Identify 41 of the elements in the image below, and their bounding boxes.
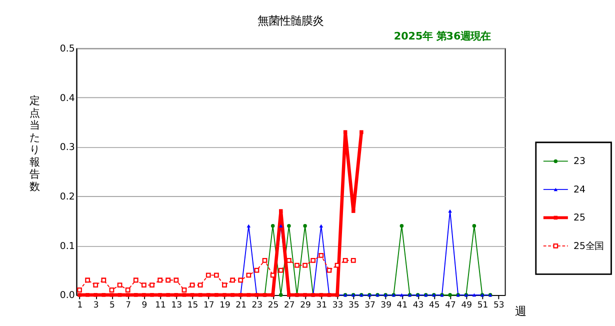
x-tick-label: 13 (171, 300, 182, 310)
x-tick-label: 53 (493, 300, 504, 310)
legend-label: 23 (574, 156, 586, 168)
y-tick-label: 0.5 (60, 43, 75, 54)
x-tick-label: 21 (236, 300, 246, 310)
x-tick-label: 45 (429, 300, 440, 310)
x-tick-label: 19 (220, 300, 230, 310)
x-tick-label: 31 (316, 300, 328, 310)
x-tick-label: 35 (348, 300, 360, 310)
x-tick-label: 9 (142, 300, 148, 310)
x-tick-label: 29 (300, 300, 311, 310)
x-tick-label: 3 (93, 300, 99, 310)
x-tick-label: 49 (461, 300, 472, 310)
x-tick-label: 47 (445, 300, 456, 310)
chart-title: 無菌性髄膜炎 (258, 14, 324, 28)
y-tick-label: 0.3 (60, 142, 75, 154)
x-tick-label: 33 (332, 300, 344, 310)
x-tick-label: 15 (187, 300, 198, 310)
legend-label: 25 (574, 212, 586, 224)
x-tick-label: 27 (284, 300, 295, 310)
y-axis-title: 定点当たり報告数 (29, 95, 40, 193)
x-tick-label: 23 (252, 300, 263, 310)
y-tick-label: 0.1 (60, 240, 75, 252)
text: 2025年 第36週現在 (394, 30, 491, 43)
y-tick-label: 0.0 (60, 290, 75, 302)
y-tick-label: 0.4 (60, 92, 75, 104)
y-tick-label: 0.2 (60, 192, 75, 203)
legend-label: 25全国 (574, 240, 604, 252)
x-tick-label: 25 (268, 300, 279, 310)
x-tick-label: 41 (396, 300, 408, 310)
x-tick-label: 37 (364, 300, 376, 310)
x-tick-label: 11 (155, 300, 166, 310)
x-tick-label: 5 (110, 300, 115, 310)
x-tick-label: 1 (77, 300, 83, 310)
x-axis-title: 週 (515, 305, 526, 318)
x-tick-label: 17 (203, 300, 214, 310)
x-tick-label: 39 (380, 300, 392, 310)
legend-label: 24 (574, 184, 586, 196)
x-tick-label: 43 (412, 300, 424, 310)
x-tick-label: 7 (126, 300, 132, 310)
x-tick-label: 51 (477, 300, 488, 310)
